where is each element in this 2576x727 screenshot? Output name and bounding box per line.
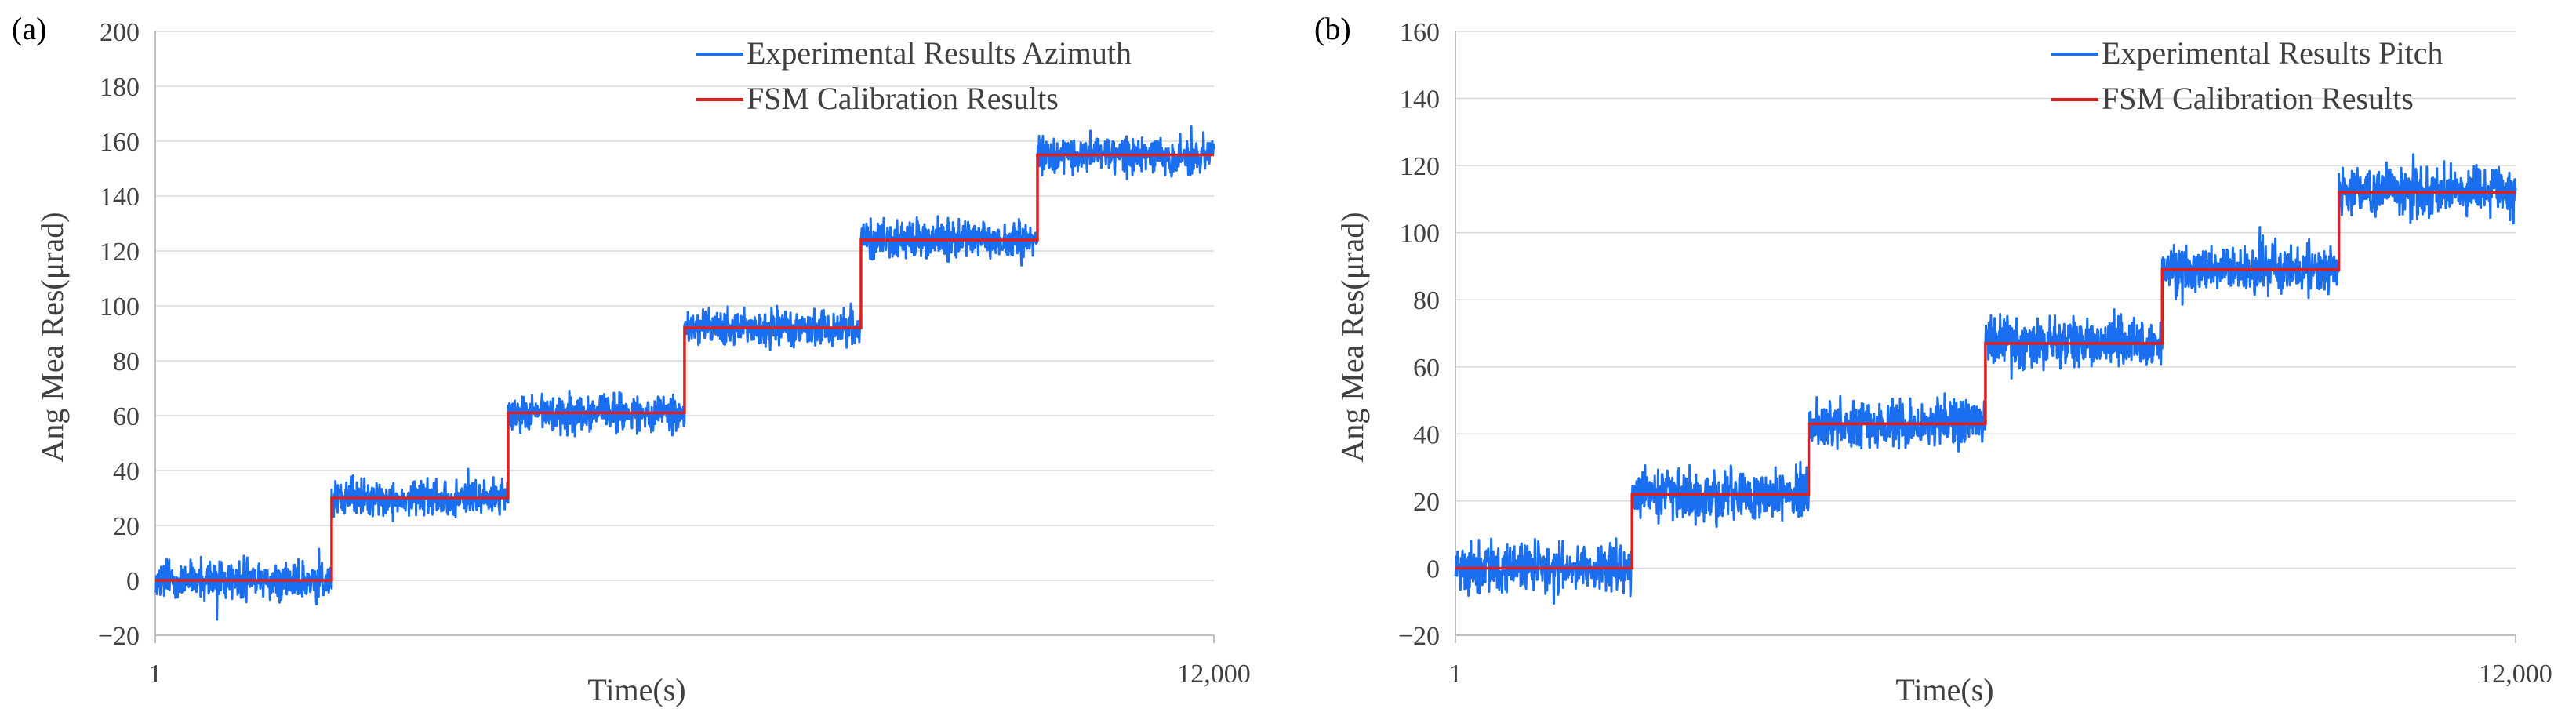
y-tick-label: 140 [100,183,140,212]
y-tick-label: 180 [100,73,140,102]
x-tick-label-start: 1 [149,660,162,689]
y-tick-label: 120 [100,238,140,267]
y-tick-label: 100 [100,293,140,322]
y-axis-title: Ang Mea Res(μrad) [35,212,70,462]
y-axis-title: Ang Mea Res(μrad) [1335,212,1370,462]
legend: Experimental Results Pitch FSM Calibrati… [2051,35,2443,116]
axes [1455,31,2516,643]
legend: Experimental Results Azimuth FSM Calibra… [696,35,1132,116]
y-tick-label: 100 [1400,220,1440,249]
panel-label: (b) [1314,11,1351,46]
y-tick-label: 200 [100,18,140,47]
x-axis-title: Time(s) [587,672,685,707]
calibration-series-line [155,153,1214,582]
legend-label-calibration: FSM Calibration Results [2102,81,2414,116]
chart-panel-b: (b) −20 0 20 40 60 80 100 120 140 160 1 12,000 Ti… [1314,11,2552,707]
x-axis-title: Time(s) [1895,672,1993,707]
x-tick-label-end: 12,000 [2479,660,2552,689]
y-tick-label: 40 [113,457,140,486]
y-tick-label: 0 [1426,554,1440,583]
chart-panel-a: (a) −20 0 20 40 60 80 100 120 140 160 180 200 1 12,… [12,11,1251,707]
y-tick-label: 20 [113,512,140,541]
y-tick-labels: −20 0 20 40 60 80 100 120 140 160 [1398,18,1440,651]
y-tick-label: 60 [1413,354,1440,383]
x-tick-label-end: 12,000 [1177,660,1251,689]
y-tick-label: 80 [1413,286,1440,315]
legend-label-calibration: FSM Calibration Results [747,81,1059,116]
y-tick-label: 0 [126,567,140,596]
y-tick-label: 140 [1400,85,1440,115]
panel-label: (a) [12,11,46,46]
x-tick-label-start: 1 [1449,660,1462,689]
y-tick-label: 60 [113,402,140,431]
y-tick-label: −20 [98,622,140,651]
legend-label-experimental: Experimental Results Pitch [2102,35,2443,71]
y-tick-label: 20 [1413,488,1440,517]
calibration-series-line [1455,191,2516,570]
y-tick-label: 40 [1413,420,1440,449]
y-tick-label: 80 [113,347,140,376]
y-tick-label: 160 [100,128,140,157]
y-tick-labels: −20 0 20 40 60 80 100 120 140 160 180 200 [98,18,140,651]
axes [154,31,1215,643]
y-tick-label: 120 [1400,152,1440,181]
y-tick-label: −20 [1398,622,1440,651]
y-tick-label: 160 [1400,18,1440,47]
legend-label-experimental: Experimental Results Azimuth [747,35,1132,71]
